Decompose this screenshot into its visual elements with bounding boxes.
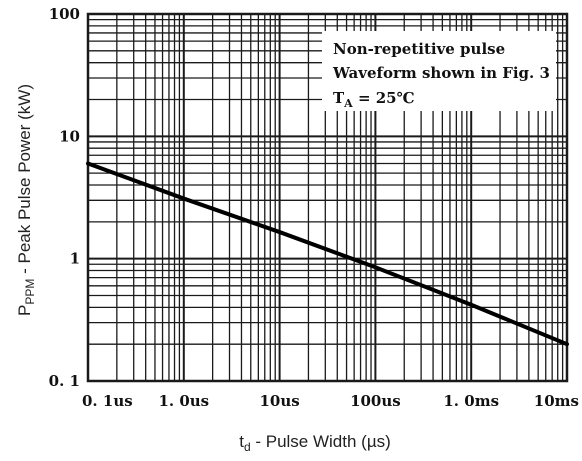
annotation-line3-rest: = 25℃ bbox=[353, 89, 415, 107]
annotation-line3-main: T bbox=[333, 89, 345, 107]
x-axis-title-sub: d bbox=[244, 440, 251, 454]
x-axis-title: td - Pulse Width (µs) bbox=[239, 432, 391, 454]
x-tick-label: 10ms bbox=[534, 392, 579, 410]
x-tick-label: 0. 1us bbox=[82, 392, 133, 410]
plot-frame bbox=[86, 12, 569, 383]
annotation-background bbox=[322, 31, 556, 111]
curve-layer bbox=[86, 161, 569, 347]
y-axis-title-sub: PPM bbox=[23, 279, 37, 305]
annotation-line1: Non-repetitive pulse bbox=[333, 40, 505, 58]
annotation-line3-sub: A bbox=[343, 97, 353, 110]
y-tick-label: 0. 1 bbox=[49, 372, 80, 390]
annotation-line3: TA = 25℃ bbox=[333, 89, 415, 110]
x-tick-label: 10us bbox=[259, 392, 299, 410]
x-tick-label: 1. 0us bbox=[158, 392, 209, 410]
x-tick-label: 100us bbox=[350, 392, 401, 410]
y-axis-title-rest: - Peak Pulse Power (kW) bbox=[15, 84, 34, 279]
y-tick-label: 10 bbox=[59, 127, 80, 145]
x-axis-title-main: t bbox=[239, 432, 244, 451]
annotation-box: Non-repetitive pulse Waveform shown in F… bbox=[322, 31, 556, 111]
tick-labels: 0. 1us 1. 0us 10us 100us 1. 0ms 10ms 0. 1 1 10 10… bbox=[49, 5, 579, 410]
grid bbox=[86, 12, 569, 383]
y-axis-title: PPPM - Peak Pulse Power (kW) bbox=[15, 84, 37, 316]
y-tick-label: 1 bbox=[70, 250, 80, 268]
x-tick-label: 1. 0ms bbox=[443, 392, 499, 410]
y-axis-title-main: P bbox=[15, 305, 34, 316]
x-axis-title-rest: - Pulse Width (µs) bbox=[251, 432, 391, 451]
annotation-line2: Waveform shown in Fig. 3 bbox=[332, 64, 550, 82]
series-line bbox=[86, 161, 569, 347]
y-tick-label: 100 bbox=[49, 5, 80, 23]
